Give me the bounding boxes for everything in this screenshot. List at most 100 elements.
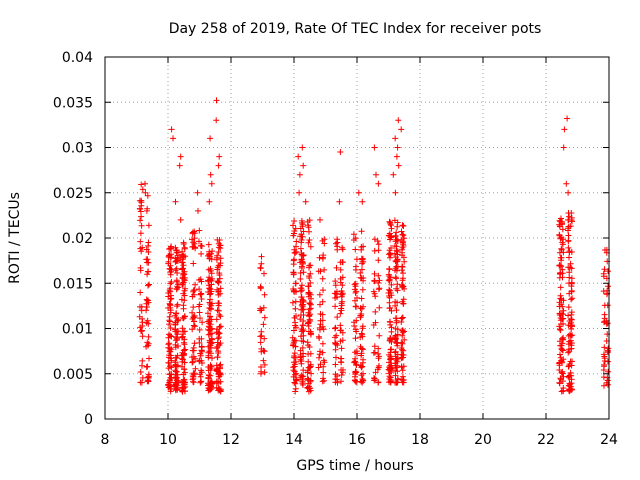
data-point <box>179 333 186 340</box>
data-point <box>214 354 221 361</box>
data-point <box>393 275 400 282</box>
data-point <box>565 189 572 196</box>
data-point <box>558 254 565 261</box>
data-point <box>558 245 565 252</box>
data-point <box>207 286 214 292</box>
data-point <box>558 321 564 328</box>
data-point <box>173 368 180 375</box>
data-point <box>560 297 567 304</box>
data-point <box>556 231 563 238</box>
data-point <box>565 322 572 329</box>
data-point <box>213 362 220 369</box>
data-point <box>399 379 406 386</box>
data-point <box>206 285 213 292</box>
data-point <box>139 374 146 381</box>
data-point <box>560 144 567 151</box>
data-point <box>307 328 314 335</box>
data-point <box>297 270 304 276</box>
data-point <box>138 222 145 229</box>
data-point <box>207 171 214 178</box>
data-point <box>170 135 176 142</box>
data-point <box>558 369 565 376</box>
data-point <box>393 243 400 250</box>
data-point <box>399 354 406 361</box>
y-tick-label: 0.035 <box>53 95 93 111</box>
data-point <box>559 303 566 310</box>
data-point <box>358 228 365 235</box>
data-point <box>167 352 174 359</box>
data-point <box>375 247 382 254</box>
data-point <box>565 304 572 311</box>
data-point <box>557 269 564 276</box>
data-point <box>166 371 173 378</box>
data-point <box>560 387 567 394</box>
data-point <box>292 388 299 395</box>
data-point <box>359 323 366 330</box>
data-point <box>352 368 359 375</box>
data-point <box>297 298 304 305</box>
data-point <box>359 377 366 384</box>
data-point <box>196 303 202 310</box>
data-point <box>166 317 173 324</box>
data-point <box>293 243 299 250</box>
data-point <box>337 266 344 273</box>
data-point <box>292 354 299 361</box>
data-point <box>359 198 366 205</box>
data-point <box>373 171 379 178</box>
data-point <box>261 369 268 376</box>
data-point <box>317 301 323 308</box>
data-point <box>387 251 394 258</box>
data-point <box>601 361 607 368</box>
data-point <box>190 260 197 267</box>
data-point <box>394 299 401 306</box>
data-point <box>138 327 145 334</box>
data-point <box>393 236 400 243</box>
data-point <box>400 238 407 245</box>
data-point <box>332 346 339 353</box>
data-point <box>566 386 573 393</box>
data-point <box>194 189 201 196</box>
data-point <box>305 224 312 231</box>
data-point <box>600 270 607 277</box>
data-point <box>300 332 307 339</box>
data-point <box>353 256 360 263</box>
data-point <box>217 290 224 297</box>
data-point <box>173 310 180 317</box>
data-point <box>339 290 346 297</box>
data-point <box>189 359 196 366</box>
data-point <box>305 323 312 329</box>
data-point <box>145 222 152 229</box>
data-point <box>173 303 180 310</box>
data-point <box>166 318 173 325</box>
data-point <box>179 363 185 370</box>
data-point <box>300 367 307 374</box>
data-point <box>307 243 314 250</box>
data-point <box>394 248 401 255</box>
data-point <box>350 231 357 238</box>
data-point <box>306 217 313 224</box>
data-point <box>394 287 401 294</box>
data-point <box>165 359 172 366</box>
data-point <box>306 300 313 307</box>
data-point <box>337 338 344 345</box>
data-point <box>214 286 221 293</box>
data-point <box>174 335 181 342</box>
data-point <box>206 198 213 205</box>
data-point <box>394 355 401 362</box>
data-point <box>569 332 576 339</box>
data-point <box>217 255 224 262</box>
data-point <box>292 337 299 344</box>
data-point <box>392 379 399 386</box>
data-point <box>358 350 365 357</box>
data-point <box>557 354 564 361</box>
data-point <box>332 371 339 378</box>
data-point <box>604 348 611 355</box>
data-point <box>565 349 572 356</box>
data-point <box>307 291 314 298</box>
data-point <box>385 277 392 284</box>
data-point <box>300 269 307 276</box>
data-point <box>179 325 186 332</box>
data-point <box>139 333 146 340</box>
data-point <box>319 275 326 282</box>
data-point <box>319 298 326 305</box>
